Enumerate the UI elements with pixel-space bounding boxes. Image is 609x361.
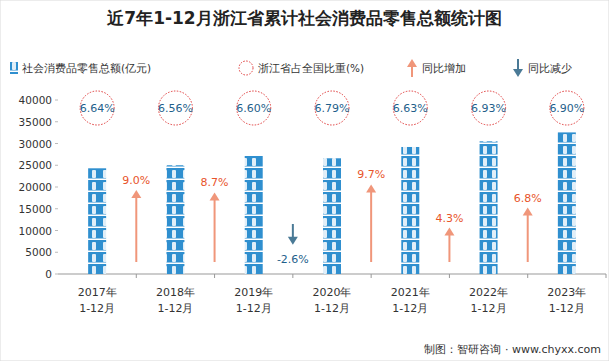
- arrow-head: [366, 184, 376, 192]
- arrow-shaft: [292, 224, 294, 239]
- x-tick: [136, 274, 137, 278]
- x-tick: [214, 274, 215, 278]
- legend-label: 同比增加: [422, 62, 466, 74]
- arrow-shaft: [370, 190, 372, 262]
- bar: [245, 156, 263, 274]
- growth-arrow: [523, 208, 533, 262]
- bar: [558, 132, 576, 274]
- x-label-line: 1-12月: [549, 302, 585, 315]
- x-label-line: 2017年: [78, 286, 117, 299]
- share-label: 6.56%: [158, 102, 193, 115]
- legend-label: 社会消费品零售总额(亿元): [22, 62, 151, 74]
- x-tick-label: 2021年 1-12月: [391, 286, 430, 315]
- arrow-head: [523, 208, 533, 216]
- legend-down: [513, 59, 523, 77]
- arrow-head: [444, 228, 454, 236]
- arrow-head: [407, 59, 417, 67]
- y-tick-label: 30000: [19, 138, 52, 150]
- x-label-line: 2021年: [391, 286, 430, 299]
- growth-arrow: [131, 190, 141, 262]
- bar: [401, 147, 419, 274]
- growth-arrow: [288, 224, 298, 245]
- x-label-line: 1-12月: [314, 302, 350, 315]
- growth-arrow: [444, 228, 454, 262]
- arrow-head: [131, 190, 141, 198]
- share-circle: [158, 91, 192, 125]
- x-label-line: 2019年: [234, 286, 273, 299]
- growth-arrow: [210, 192, 220, 262]
- x-tick-label: 2017年 1-12月: [78, 286, 117, 315]
- x-tick: [371, 274, 372, 278]
- x-label-line: 2020年: [313, 286, 352, 299]
- share-label: 6.79%: [315, 102, 350, 115]
- growth-label: 9.7%: [357, 168, 385, 181]
- x-tick-label: 2023年 1-12月: [547, 286, 586, 315]
- x-tick-label: 2018年 1-12月: [156, 286, 195, 315]
- share-circle: [80, 91, 114, 125]
- x-label-line: 1-12月: [236, 302, 272, 315]
- share-circle: [393, 91, 427, 125]
- x-label-line: 1-12月: [471, 302, 507, 315]
- arrow-head: [210, 192, 220, 200]
- share-label: 6.90%: [549, 102, 584, 115]
- share-circle: [315, 91, 349, 125]
- x-label-line: 1-12月: [392, 302, 428, 315]
- x-tick-label: 2019年 1-12月: [234, 286, 273, 315]
- bar: [323, 158, 341, 274]
- share-circle: [237, 91, 271, 125]
- x-label-line: 2023年: [547, 286, 586, 299]
- source: 制图：智研咨询 · www.chyxx.com: [424, 343, 601, 356]
- growth-label: -2.6%: [277, 253, 309, 266]
- x-tick: [606, 274, 607, 278]
- bar: [480, 141, 498, 274]
- arrow-shaft: [135, 196, 137, 262]
- y-tick-label: 35000: [19, 116, 52, 128]
- x-label-line: 2022年: [469, 286, 508, 299]
- x-label-line: 1-12月: [157, 302, 193, 315]
- y-tick-label: 15000: [19, 203, 52, 215]
- arrow-shaft: [448, 234, 450, 262]
- growth-label: 9.0%: [122, 174, 150, 187]
- growth-label: 4.3%: [435, 212, 463, 225]
- legend-swatch: [10, 62, 18, 74]
- share-label: 6.63%: [393, 102, 428, 115]
- y-tick-label: 0: [45, 268, 52, 280]
- arrow-head: [288, 237, 298, 245]
- share-label: 6.60%: [236, 102, 271, 115]
- x-tick: [527, 274, 528, 278]
- y-tick-label: 20000: [19, 181, 52, 193]
- bar: [88, 168, 106, 274]
- x-tick: [292, 274, 293, 278]
- y-axis: [58, 100, 59, 274]
- growth-label: 6.8%: [514, 192, 542, 205]
- share-label: 6.93%: [471, 102, 506, 115]
- arrow-shaft: [214, 198, 216, 262]
- growth-arrow: [366, 184, 376, 262]
- y-tick-label: 25000: [19, 159, 52, 171]
- share-label: 6.64%: [80, 102, 115, 115]
- growth-label: 8.7%: [201, 176, 229, 189]
- y-tick-label: 40000: [19, 94, 52, 106]
- x-label-line: 1-12月: [79, 302, 115, 315]
- background: [0, 0, 609, 361]
- x-tick-label: 2022年 1-12月: [469, 286, 508, 315]
- legend-up: [407, 59, 417, 77]
- y-tick-label: 5000: [25, 246, 52, 258]
- arrow-shaft: [527, 214, 529, 262]
- x-tick: [449, 274, 450, 278]
- bar: [166, 165, 184, 274]
- share-circle: [472, 91, 506, 125]
- arrow-head: [513, 69, 523, 77]
- legend-label: 浙江省占全国比重(%): [258, 62, 364, 74]
- x-label-line: 2018年: [156, 286, 195, 299]
- legend-swatch: [239, 61, 253, 75]
- share-circle: [550, 91, 584, 125]
- y-tick-label: 10000: [19, 225, 52, 237]
- legend-label: 同比减少: [528, 62, 572, 74]
- x-tick-label: 2020年 1-12月: [313, 286, 352, 315]
- title: 近7年1-12月浙江省累计社会消费品零售总额统计图: [106, 8, 501, 28]
